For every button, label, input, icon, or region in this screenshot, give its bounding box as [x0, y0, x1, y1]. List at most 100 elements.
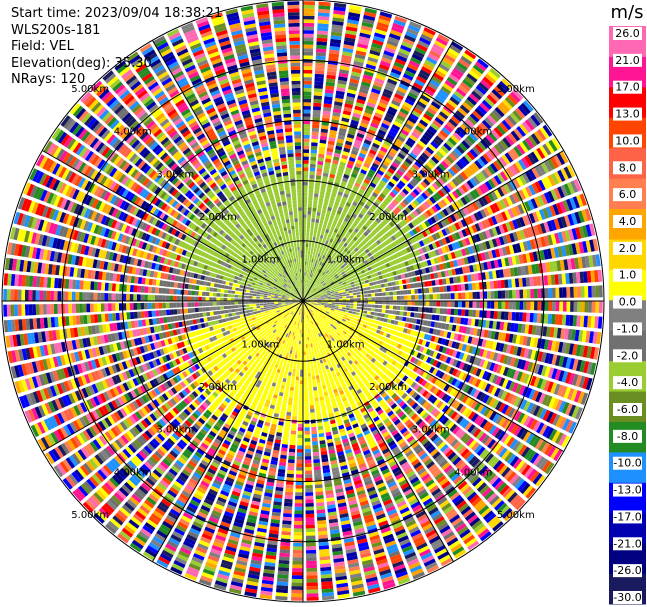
radar-gate — [309, 254, 313, 259]
radar-gate — [312, 211, 316, 216]
radar-gate — [316, 168, 323, 173]
radar-gate — [303, 134, 310, 139]
radar-gate — [315, 66, 325, 71]
radar-gate — [310, 222, 315, 226]
radar-gate — [311, 138, 318, 143]
radar-gate — [307, 214, 311, 219]
radar-gate — [306, 261, 309, 266]
radar-gate — [317, 208, 322, 213]
radar-gate — [304, 264, 307, 269]
radar-gate — [307, 210, 312, 215]
radar-gate — [312, 204, 318, 209]
radar-gate — [303, 181, 308, 186]
site-name: WLS200s-181 — [11, 22, 101, 38]
radar-gate — [326, 71, 337, 76]
radar-gate — [310, 163, 316, 168]
radar-gate — [303, 171, 309, 175]
radar-gate — [303, 77, 312, 81]
radar-gate — [312, 207, 317, 212]
radar-gate — [306, 265, 309, 269]
radar-gate — [310, 247, 314, 252]
radar-gate — [303, 30, 314, 34]
radar-gate — [303, 80, 312, 85]
radar-gate — [330, 31, 343, 37]
radar-gate — [311, 142, 318, 147]
radar-gate — [309, 232, 313, 237]
radar-gate — [307, 268, 310, 273]
radar-gate — [303, 26, 314, 31]
radar-gate — [303, 116, 311, 121]
radar-gate — [331, 24, 344, 30]
radar-gate — [303, 55, 313, 60]
radar-gate — [303, 243, 306, 247]
radar-gate — [308, 200, 313, 204]
radar-gate — [324, 89, 334, 94]
radar-gate — [303, 286, 305, 291]
radar-gates — [3, 1, 603, 601]
radar-gate — [304, 275, 306, 280]
radar-gate — [307, 250, 311, 255]
radar-gate — [303, 246, 306, 251]
radar-gate — [317, 160, 324, 166]
radar-gate — [309, 167, 316, 172]
radar-gate — [326, 78, 336, 83]
radar-gate — [318, 150, 325, 155]
radar-gate — [324, 92, 334, 98]
radar-gate — [303, 232, 306, 236]
radar-gate — [313, 91, 323, 96]
radar-gate — [305, 246, 308, 251]
radar-gate — [306, 228, 310, 233]
radar-gate — [314, 226, 318, 231]
radar-gate — [311, 214, 316, 219]
radar-gate — [320, 128, 328, 133]
radar-gate — [303, 199, 308, 204]
radar-gate — [308, 192, 313, 197]
radar-gate — [303, 228, 306, 233]
radar-gate — [315, 218, 320, 224]
radar-gate — [305, 283, 307, 287]
radar-gate — [314, 70, 325, 75]
radar-gate — [304, 279, 307, 284]
radar-gate — [308, 247, 311, 251]
radar-gate — [303, 290, 305, 294]
radar-gate — [321, 121, 330, 126]
radar-gate — [314, 222, 319, 227]
radar-gate — [303, 189, 308, 193]
radar-gate — [309, 182, 314, 186]
radar-gate — [303, 290, 304, 294]
radar-gate — [307, 254, 310, 259]
radar-gate — [303, 124, 311, 128]
radar-gate — [303, 1, 315, 6]
radar-gate — [310, 149, 317, 154]
radar-gate — [314, 77, 324, 82]
radar-gate — [322, 110, 331, 116]
radar-gate — [316, 37, 328, 42]
radar-gate — [332, 20, 344, 26]
radar-gate — [312, 236, 316, 241]
radar-gate — [323, 103, 332, 108]
radar-gate — [303, 207, 307, 211]
radar-gate — [307, 218, 311, 222]
radar-gate — [312, 117, 320, 122]
radar-gate — [304, 261, 307, 265]
radar-gate — [315, 55, 326, 60]
radar-gate — [303, 160, 309, 164]
radar-gate — [313, 99, 322, 104]
radar-gate — [303, 221, 307, 226]
radar-gate — [317, 12, 330, 17]
radar-gate — [313, 102, 322, 107]
radar-gate — [322, 114, 331, 119]
radar-gate — [310, 251, 313, 255]
radar-gate — [303, 22, 315, 27]
radar-gate — [316, 48, 327, 53]
radar-gate — [303, 142, 310, 146]
radar-gate — [304, 286, 306, 291]
radar-gate — [329, 42, 341, 48]
radar-gate — [313, 95, 322, 100]
radar-gate — [303, 185, 308, 190]
radar-gate — [312, 113, 321, 118]
radar-gate — [303, 225, 306, 229]
radar-gate — [303, 174, 309, 179]
radar-gate — [308, 185, 314, 190]
